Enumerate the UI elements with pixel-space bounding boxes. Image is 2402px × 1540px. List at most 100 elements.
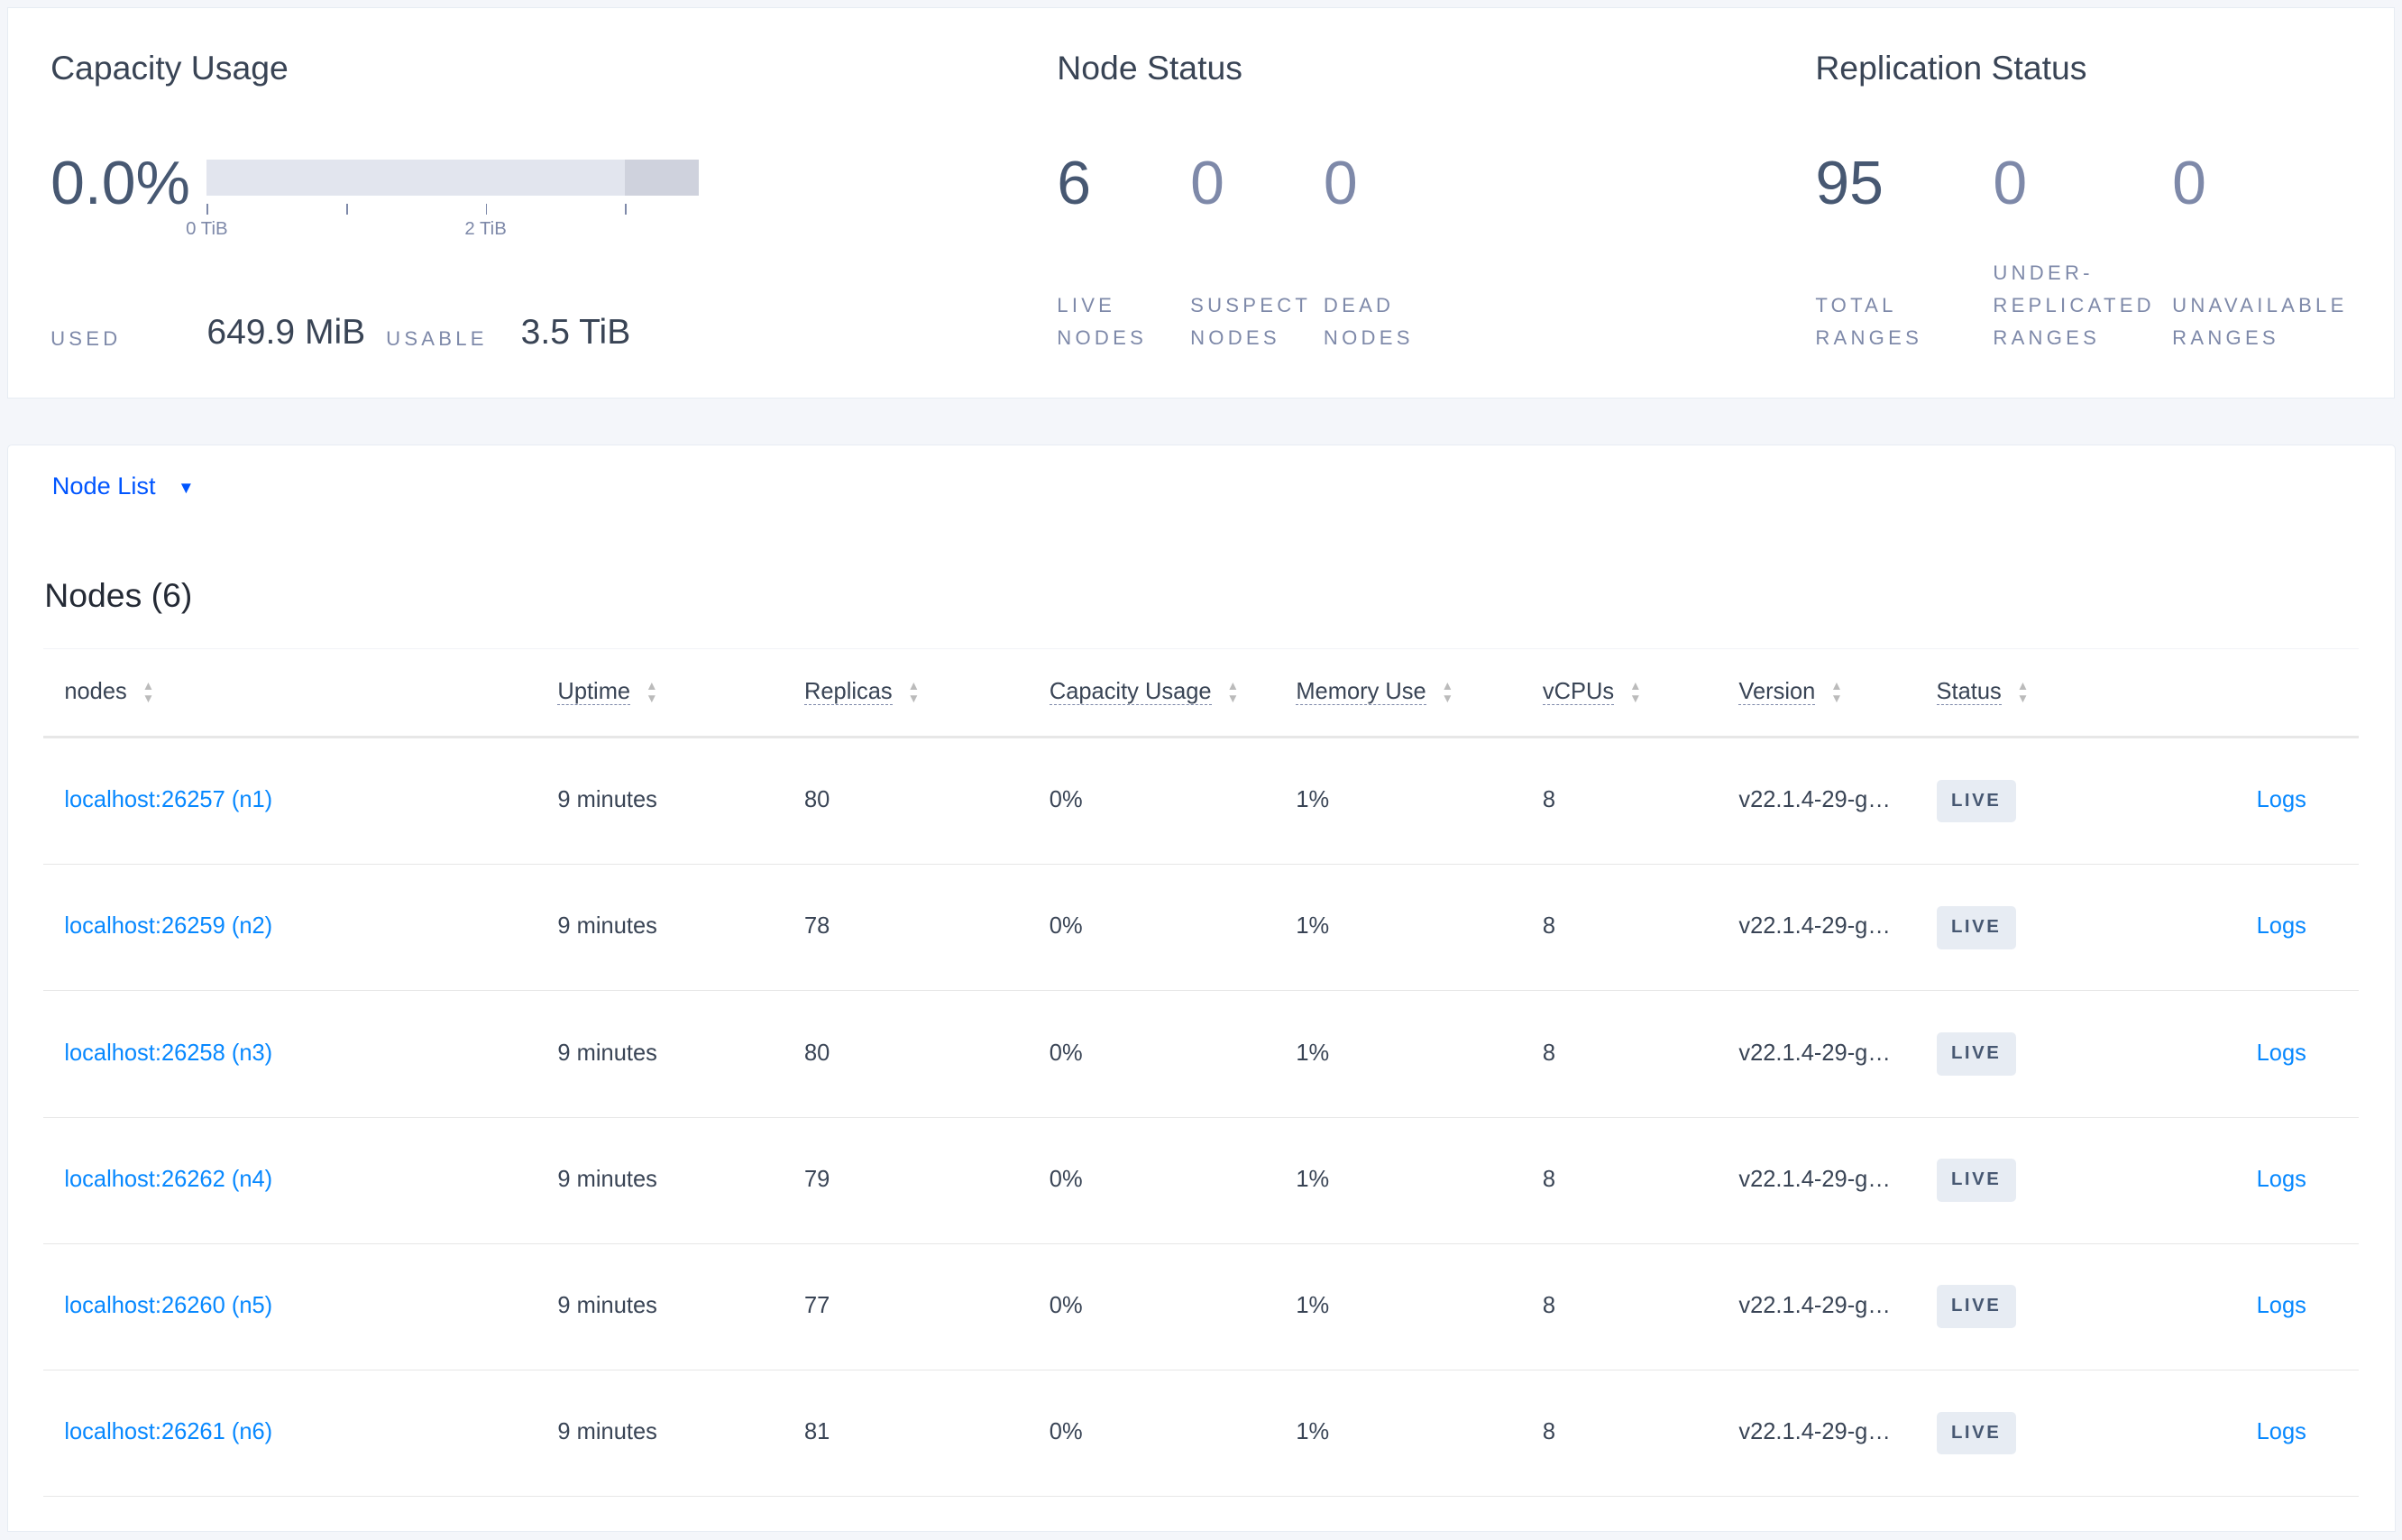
cell-uptime: 9 minutes bbox=[557, 1292, 657, 1318]
total-ranges-label: TOTAL RANGES bbox=[1815, 294, 1923, 349]
logs-link[interactable]: Logs bbox=[2256, 787, 2306, 813]
column-header-vcpus[interactable]: vCPUs ▲ ▼ bbox=[1542, 678, 1642, 705]
cell-version: v22.1.4-29-g… bbox=[1738, 1040, 1891, 1066]
under-replicated-count: 0 bbox=[1993, 148, 2028, 217]
column-header-label: vCPUs bbox=[1542, 678, 1615, 705]
cell-vcpus: 8 bbox=[1542, 1419, 1556, 1445]
table-row: localhost:26258 (n3) 9 minutes 80 0% 1% 8 v22.… bbox=[42, 991, 2360, 1118]
nodes-panel bbox=[7, 531, 2397, 1532]
column-header-replicas[interactable]: Replicas ▲ ▼ bbox=[803, 678, 921, 705]
column-header-label: Replicas bbox=[803, 678, 893, 705]
cell-capacity: 0% bbox=[1049, 913, 1083, 940]
logs-link[interactable]: Logs bbox=[2256, 1419, 2306, 1445]
table-row: localhost:26259 (n2) 9 minutes 78 0% 1% 8 v22.… bbox=[42, 865, 2360, 992]
cell-memory: 1% bbox=[1296, 1166, 1330, 1192]
cell-vcpus: 8 bbox=[1542, 787, 1556, 813]
axis-tick-label: 0 TiB bbox=[186, 218, 228, 239]
column-header-label: nodes bbox=[64, 678, 127, 704]
status-badge: LIVE bbox=[1936, 905, 2016, 949]
column-header-nodes[interactable]: nodes ▲ ▼ bbox=[64, 679, 154, 705]
table-header-border bbox=[42, 735, 2360, 738]
used-label: USED bbox=[50, 327, 122, 351]
status-badge: LIVE bbox=[1936, 1159, 2016, 1202]
cell-memory: 1% bbox=[1296, 1419, 1330, 1445]
cell-replicas: 81 bbox=[803, 1419, 830, 1445]
status-badge: LIVE bbox=[1936, 1032, 2016, 1076]
node-link[interactable]: localhost:26261 (n6) bbox=[64, 1419, 273, 1445]
sort-icon[interactable]: ▲ ▼ bbox=[1441, 679, 1454, 705]
table-row: localhost:26262 (n4) 9 minutes 79 0% 1% 8 v22.… bbox=[42, 1117, 2360, 1244]
sort-icon[interactable]: ▲ ▼ bbox=[1226, 679, 1240, 705]
node-list-label: Node List bbox=[51, 472, 156, 500]
axis-tick bbox=[345, 203, 348, 215]
cell-capacity: 0% bbox=[1049, 1292, 1083, 1318]
live-nodes-count: 6 bbox=[1057, 148, 1092, 217]
capacity-bar-reserved bbox=[625, 159, 699, 197]
cell-vcpus: 8 bbox=[1542, 913, 1556, 940]
column-header-label: Status bbox=[1936, 678, 2002, 705]
nodes-title: Nodes (6) bbox=[44, 575, 193, 614]
cell-vcpus: 8 bbox=[1542, 1166, 1556, 1192]
total-ranges-count: 95 bbox=[1815, 148, 1884, 217]
node-link[interactable]: localhost:26257 (n1) bbox=[64, 787, 273, 813]
replication-status-title: Replication Status bbox=[1815, 49, 2087, 87]
column-header-label: Capacity Usage bbox=[1049, 678, 1212, 705]
column-header-capacity-usage[interactable]: Capacity Usage ▲ ▼ bbox=[1049, 678, 1240, 705]
axis-tick bbox=[485, 203, 488, 215]
capacity-title: Capacity Usage bbox=[50, 49, 289, 87]
column-header-memory-use[interactable]: Memory Use ▲ ▼ bbox=[1296, 678, 1454, 705]
capacity-bar bbox=[206, 159, 699, 197]
column-header-version[interactable]: Version ▲ ▼ bbox=[1738, 678, 1843, 705]
status-badge: LIVE bbox=[1936, 1285, 2016, 1328]
column-header-status[interactable]: Status ▲ ▼ bbox=[1936, 678, 2030, 705]
sort-icon[interactable]: ▲ ▼ bbox=[2016, 679, 2030, 705]
cell-version: v22.1.4-29-g… bbox=[1738, 1419, 1891, 1445]
sort-icon[interactable]: ▲ ▼ bbox=[646, 679, 658, 705]
capacity-percent: 0.0% bbox=[50, 148, 190, 217]
cell-replicas: 77 bbox=[803, 1292, 830, 1318]
view-selector-bar bbox=[7, 444, 2397, 534]
unavailable-label: UNAVAILABLE RANGES bbox=[2172, 294, 2348, 349]
sort-icon[interactable]: ▲ ▼ bbox=[142, 679, 155, 705]
cell-uptime: 9 minutes bbox=[557, 1166, 657, 1192]
cell-replicas: 80 bbox=[803, 1040, 830, 1066]
status-badge: LIVE bbox=[1936, 1411, 2016, 1455]
sort-icon[interactable]: ▲ ▼ bbox=[907, 679, 921, 705]
cell-replicas: 79 bbox=[803, 1166, 830, 1192]
cell-uptime: 9 minutes bbox=[557, 1419, 657, 1445]
node-list-dropdown[interactable]: Node List ▼ bbox=[52, 472, 195, 500]
column-header-label: Version bbox=[1738, 678, 1816, 705]
cell-memory: 1% bbox=[1296, 1292, 1330, 1318]
node-link[interactable]: localhost:26258 (n3) bbox=[64, 1040, 273, 1066]
usable-label: USABLE bbox=[386, 327, 488, 351]
table-top-border bbox=[42, 647, 2360, 650]
suspect-nodes-label: SUSPECT NODES bbox=[1190, 294, 1312, 349]
sort-icon[interactable]: ▲ ▼ bbox=[1830, 679, 1843, 705]
logs-link[interactable]: Logs bbox=[2256, 913, 2306, 940]
used-value: 649.9 MiB bbox=[206, 312, 366, 352]
node-link[interactable]: localhost:26262 (n4) bbox=[64, 1166, 273, 1192]
cell-capacity: 0% bbox=[1049, 1040, 1083, 1066]
axis-tick bbox=[206, 203, 209, 215]
logs-link[interactable]: Logs bbox=[2256, 1292, 2306, 1318]
logs-link[interactable]: Logs bbox=[2256, 1040, 2306, 1066]
status-badge: LIVE bbox=[1936, 779, 2016, 823]
cell-vcpus: 8 bbox=[1542, 1292, 1556, 1318]
cell-uptime: 9 minutes bbox=[557, 1040, 657, 1066]
column-header-uptime[interactable]: Uptime ▲ ▼ bbox=[557, 678, 658, 705]
dead-nodes-count: 0 bbox=[1323, 148, 1358, 217]
cell-memory: 1% bbox=[1296, 787, 1330, 813]
under-replicated-label: UNDER- REPLICATED RANGES bbox=[1993, 261, 2155, 349]
cell-version: v22.1.4-29-g… bbox=[1738, 1292, 1891, 1318]
cell-vcpus: 8 bbox=[1542, 1040, 1556, 1066]
logs-link[interactable]: Logs bbox=[2256, 1166, 2306, 1192]
cell-memory: 1% bbox=[1296, 1040, 1330, 1066]
cell-capacity: 0% bbox=[1049, 1166, 1083, 1192]
node-link[interactable]: localhost:26259 (n2) bbox=[64, 913, 273, 940]
node-link[interactable]: localhost:26260 (n5) bbox=[64, 1292, 273, 1318]
column-header-label: Memory Use bbox=[1296, 678, 1426, 705]
sort-icon[interactable]: ▲ ▼ bbox=[1629, 679, 1642, 705]
usable-value: 3.5 TiB bbox=[520, 312, 631, 352]
axis-tick bbox=[625, 203, 627, 215]
live-nodes-label: LIVE NODES bbox=[1057, 294, 1148, 349]
